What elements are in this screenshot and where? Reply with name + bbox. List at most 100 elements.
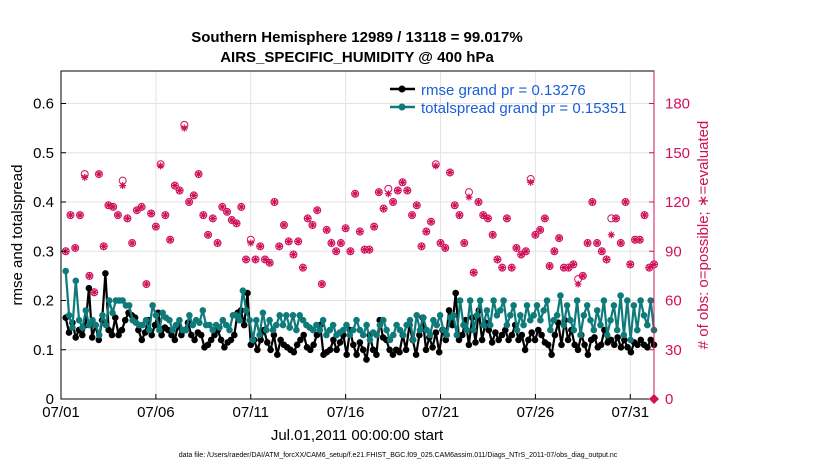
- totalspread-point: [400, 331, 407, 339]
- totalspread-point: [239, 287, 247, 295]
- totalspread-point: [443, 331, 451, 339]
- axis-ticks: 0 0.1 0.2 0.3 0.4 0.5 0.6 0 30 60 90 120 150 180 07/01…: [33, 96, 690, 421]
- totalspread-point: [219, 316, 227, 324]
- totalspread-point: [196, 319, 203, 327]
- obs-evaluated-marker: [85, 272, 93, 280]
- rmse-point: [112, 314, 119, 322]
- rmse-point: [508, 331, 516, 339]
- totalspread-point: [567, 316, 574, 324]
- obs-evaluated-marker: [356, 228, 364, 236]
- totalspread-point: [69, 324, 76, 331]
- rmse-point: [607, 336, 615, 344]
- rmse-point: [95, 336, 103, 344]
- rmse-point: [88, 334, 96, 341]
- rmse-point: [465, 341, 473, 349]
- rmse-point: [459, 331, 466, 339]
- footnote: data file: /Users/raeder/DAI/ATM_forcXX/…: [179, 452, 618, 459]
- rmse-point: [373, 351, 380, 359]
- totalspread-point: [339, 326, 347, 334]
- totalspread-point: [252, 316, 260, 324]
- y-left-tick-label: 0.6: [33, 96, 54, 113]
- totalspread-point: [456, 297, 464, 304]
- obs-evaluated-marker: [555, 234, 563, 242]
- totalspread-point: [293, 326, 300, 334]
- rmse-point: [538, 331, 545, 339]
- totalspread-point: [390, 331, 397, 339]
- obs-evaluated-marker: [266, 259, 274, 267]
- totalspread-point: [309, 326, 317, 334]
- obs-evaluated-marker: [441, 244, 449, 252]
- obs-evaluated-marker: [380, 205, 388, 213]
- rmse-point: [531, 336, 539, 344]
- obs-evaluated-marker: [142, 280, 150, 288]
- totalspread-point: [263, 326, 270, 334]
- totalspread-point: [497, 307, 504, 314]
- totalspread-point: [326, 326, 334, 334]
- rmse-point: [274, 351, 281, 359]
- totalspread-point: [530, 312, 537, 319]
- rmse-point: [429, 344, 436, 351]
- totalspread-point: [286, 324, 294, 331]
- totalspread-point: [82, 307, 90, 314]
- totalspread-point: [169, 326, 176, 334]
- obs-evaluated-marker: [565, 264, 573, 272]
- totalspread-point: [139, 321, 146, 329]
- obs-evaluated-marker: [119, 182, 127, 190]
- rmse-point: [115, 331, 122, 339]
- totalspread-point: [386, 336, 394, 344]
- obs-evaluated-marker: [66, 211, 74, 219]
- rmse-point: [432, 329, 440, 336]
- obs-evaluated-marker: [209, 214, 217, 222]
- obs-evaluated-marker: [508, 264, 516, 272]
- obs-evaluated-marker: [546, 262, 554, 270]
- obs-evaluated-marker: [550, 247, 558, 255]
- totalspread-point: [640, 312, 648, 319]
- obs-evaluated-marker: [512, 244, 520, 252]
- totalspread-point: [299, 316, 307, 324]
- rmse-point: [191, 336, 198, 344]
- totalspread-point: [590, 326, 598, 334]
- totalspread-point: [380, 316, 387, 324]
- obs-evaluated-marker: [138, 203, 146, 211]
- x-axis-label: Jul.01,2011 00:00:00 start: [271, 427, 444, 444]
- obs-evaluated-marker: [408, 211, 416, 219]
- rmse-point: [221, 344, 228, 351]
- rmse-point: [627, 348, 635, 356]
- legend-spread-label: totalspread grand pr = 0.15351: [421, 100, 627, 117]
- rmse-point: [521, 346, 529, 354]
- obs-evaluated-marker: [588, 198, 596, 206]
- rmse-point: [171, 336, 179, 344]
- rmse-point: [571, 341, 578, 349]
- rmse-point: [485, 326, 493, 334]
- totalspread-point: [79, 324, 86, 331]
- totalspread-point: [557, 292, 564, 299]
- totalspread-point: [216, 324, 223, 331]
- obs-evaluated-marker: [455, 211, 463, 219]
- rmse-point: [197, 331, 205, 339]
- rmse-point: [65, 329, 73, 336]
- obs-evaluated-marker: [71, 244, 79, 252]
- totalspread-point: [620, 331, 628, 339]
- obs-evaluated-marker: [622, 198, 630, 206]
- totalspread-point: [473, 312, 481, 319]
- totalspread-point: [242, 307, 250, 314]
- x-tick-label: 07/31: [612, 404, 650, 421]
- totalspread-point: [486, 321, 494, 329]
- rmse-point: [386, 346, 393, 354]
- totalspread-point: [583, 302, 591, 309]
- totalspread-point: [149, 302, 156, 309]
- obs-evaluated-marker: [522, 247, 530, 255]
- rmse-point: [204, 341, 212, 349]
- y-right-tick-label: 90: [665, 243, 682, 260]
- totalspread-point: [75, 316, 83, 324]
- totalspread-point: [480, 321, 487, 329]
- obs-evaluated-marker: [361, 246, 369, 254]
- totalspread-point: [523, 302, 531, 309]
- totalspread-point: [259, 309, 267, 317]
- obs-evaluated-marker: [389, 198, 397, 206]
- obs-evaluated-marker: [100, 242, 108, 250]
- obs-evaluated-marker: [95, 170, 103, 178]
- y-right-tick-label: 30: [665, 342, 682, 359]
- obs-evaluated-marker: [81, 173, 89, 181]
